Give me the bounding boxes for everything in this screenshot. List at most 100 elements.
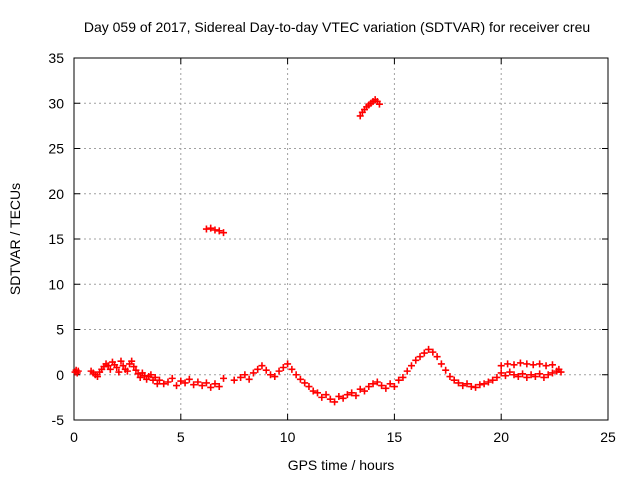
data-point	[519, 370, 527, 378]
data-point	[527, 371, 535, 379]
data-point	[348, 389, 356, 397]
data-point	[128, 357, 136, 365]
data-point	[119, 362, 127, 370]
data-point	[523, 373, 531, 381]
data-point	[467, 383, 475, 391]
data-point	[395, 376, 403, 384]
y-tick-label: 25	[48, 141, 64, 157]
data-point	[352, 392, 360, 400]
data-point	[215, 227, 223, 235]
y-axis-label: SDTVAR / TECUs	[7, 183, 23, 295]
data-point	[399, 373, 407, 381]
data-point	[497, 362, 505, 370]
data-point	[123, 367, 131, 375]
axis-ticks: 0 5 10 15 20 25 -5 0 5 10 15 20 25 30 35	[48, 50, 616, 445]
grid	[74, 58, 608, 420]
data-point	[134, 370, 142, 378]
data-point	[153, 380, 161, 388]
data-point	[480, 380, 488, 388]
data-point	[309, 387, 317, 395]
data-point	[292, 371, 300, 379]
data-point	[501, 372, 509, 380]
data-point	[339, 394, 347, 402]
y-tick-label: 10	[48, 276, 64, 292]
data-point	[215, 383, 223, 391]
data-point	[181, 379, 189, 387]
data-point	[412, 356, 420, 364]
data-point	[365, 383, 373, 391]
x-tick-label: 15	[387, 429, 403, 445]
y-tick-label: 0	[56, 367, 64, 383]
data-point	[254, 365, 262, 373]
data-point	[211, 380, 219, 388]
x-tick-label: 20	[493, 429, 509, 445]
data-point	[459, 382, 467, 390]
y-tick-label: 35	[48, 50, 64, 66]
y-tick-label: -5	[52, 412, 65, 428]
chart-title: Day 059 of 2017, Sidereal Day-to-day VTE…	[84, 19, 590, 35]
data-point	[147, 371, 155, 379]
x-tick-label: 5	[177, 429, 185, 445]
data-point	[510, 361, 518, 369]
data-point	[407, 362, 415, 370]
x-tick-label: 0	[70, 429, 78, 445]
data-point	[548, 369, 556, 377]
data-point	[113, 364, 121, 372]
data-point	[454, 379, 462, 387]
data-point	[117, 357, 125, 365]
data-point	[433, 353, 441, 361]
data-point	[356, 112, 364, 120]
data-point	[151, 373, 159, 381]
data-point	[420, 349, 428, 357]
data-point	[301, 379, 309, 387]
y-tick-label: 15	[48, 231, 64, 247]
data-point	[314, 389, 322, 397]
data-point	[463, 380, 471, 388]
data-point	[516, 359, 524, 367]
data-point	[529, 361, 537, 369]
data-point	[506, 368, 514, 376]
x-axis-label: GPS time / hours	[288, 457, 395, 473]
data-point	[241, 371, 249, 379]
data-point	[211, 226, 219, 234]
data-point	[104, 362, 112, 370]
data-point	[249, 369, 257, 377]
data-point	[115, 368, 123, 376]
data-point	[531, 373, 539, 381]
data-point	[207, 224, 215, 232]
data-point	[540, 373, 548, 381]
data-point	[548, 361, 556, 369]
data-point	[275, 367, 283, 375]
data-point	[202, 225, 210, 233]
data-point	[386, 380, 394, 388]
data-point	[536, 370, 544, 378]
data-point	[267, 371, 275, 379]
data-point	[510, 371, 518, 379]
data-point	[542, 362, 550, 370]
data-point	[177, 377, 185, 385]
data-point	[390, 383, 398, 391]
data-point	[378, 382, 386, 390]
data-point	[331, 398, 339, 406]
data-point	[356, 385, 364, 393]
data-point	[279, 364, 287, 372]
data-point	[484, 378, 492, 386]
data-point	[318, 393, 326, 401]
data-point	[446, 373, 454, 381]
data-point	[504, 360, 512, 368]
data-point	[198, 382, 206, 390]
data-point	[536, 360, 544, 368]
data-point	[437, 360, 445, 368]
y-tick-label: 30	[48, 95, 64, 111]
data-point	[373, 378, 381, 386]
y-tick-label: 5	[56, 322, 64, 338]
data-point	[523, 360, 531, 368]
x-tick-label: 10	[280, 429, 296, 445]
data-point	[472, 383, 480, 391]
data-point	[207, 383, 215, 391]
data-point	[335, 392, 343, 400]
data-point	[416, 353, 424, 361]
data-point	[429, 348, 437, 356]
data-point	[136, 373, 144, 381]
